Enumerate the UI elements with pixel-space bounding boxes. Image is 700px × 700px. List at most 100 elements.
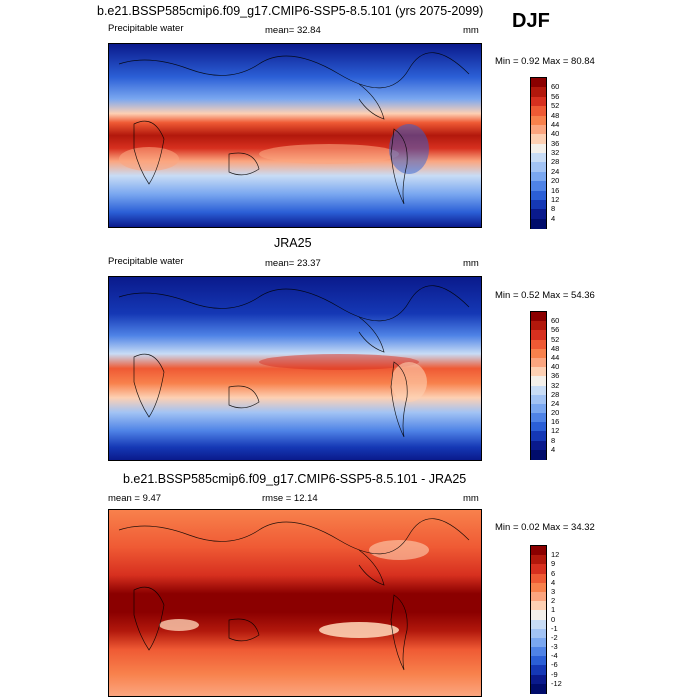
panel2-mean-label: mean= 23.37 (265, 258, 321, 269)
colorbar-swatch (531, 96, 546, 107)
colorbar-swatch (531, 348, 546, 359)
colorbar-swatch (531, 106, 546, 116)
colorbar-swatch (531, 199, 546, 210)
colorbar-swatch (531, 87, 546, 98)
panel3-rmse-label: rmse = 12.14 (262, 493, 318, 504)
colorbar-swatch (531, 413, 546, 423)
colorbar-swatch (531, 591, 546, 602)
colorbar-tick-label: 12 (551, 550, 560, 560)
colorbar-tick-label: -4 (551, 651, 558, 661)
colorbar-tick-label: 1 (551, 605, 556, 615)
panel1-map (108, 43, 482, 228)
colorbar-tick-label: 3 (551, 586, 556, 596)
panel3-title: b.e21.BSSP585cmip6.f09_g17.CMIP6-SSP5-8.… (123, 472, 467, 486)
colorbar-tick-label: 56 (551, 325, 560, 335)
panel1-title: b.e21.BSSP585cmip6.f09_g17.CMIP6-SSP5-8.… (97, 4, 484, 18)
panel1-mean-label: mean= 32.84 (265, 25, 321, 36)
panel2-title: JRA25 (274, 236, 312, 250)
colorbar-tick-label: 20 (551, 176, 560, 186)
colorbar-swatch (531, 573, 546, 584)
colorbar-tick-label: 36 (551, 138, 560, 148)
panel3-colorbar: 12 9 6 4 3 2 1 0 -1 -2 -3 -4 -6 -9 -12 (530, 545, 562, 694)
panel1-variable-label: Precipitable water (108, 23, 184, 34)
panel3-mean-label: mean = 9.47 (108, 493, 162, 504)
panel1-colorbar: 60 56 52 48 44 40 36 32 28 24 20 16 12 8 4 (530, 77, 559, 229)
colorbar-tick-label: 60 (551, 82, 560, 92)
colorbar-tick-label: 0 (551, 614, 556, 624)
colorbar-swatch (531, 564, 546, 575)
colorbar-swatch (531, 601, 546, 611)
colorbar-swatch (531, 422, 546, 432)
colorbar-tick-label: 2 (551, 596, 556, 606)
colorbar-swatch (531, 582, 546, 593)
colorbar-tick-label: 4 (551, 213, 556, 223)
colorbar-tick-label: 56 (551, 91, 560, 101)
colorbar-swatch (531, 376, 546, 386)
colorbar-tick-label: 24 (551, 398, 560, 408)
colorbar-tick-label: 44 (551, 119, 560, 129)
colorbar-swatch (531, 171, 546, 182)
colorbar-tick-label: 44 (551, 352, 560, 362)
colorbar-tick-label: -9 (551, 669, 558, 679)
colorbar-swatch (531, 153, 546, 163)
colorbar-swatch (531, 330, 546, 341)
colorbar-swatch (531, 610, 546, 620)
colorbar-tick-label: -1 (551, 623, 558, 633)
colorbar-swatch (531, 385, 546, 396)
colorbar-tick-label: 28 (551, 157, 560, 167)
panel1-minmax-label: Min = 0.92 Max = 80.84 (495, 56, 595, 67)
colorbar-tick-label: 52 (551, 334, 560, 344)
colorbar-swatch (531, 78, 546, 88)
colorbar-swatch (531, 656, 546, 666)
colorbar-tick-label: 40 (551, 362, 560, 372)
colorbar-swatch (531, 143, 546, 154)
colorbar-tick-label: 48 (551, 110, 560, 120)
panel3-units-label: mm (463, 493, 479, 504)
colorbar-swatch (531, 683, 546, 694)
colorbar-swatch (531, 312, 546, 322)
colorbar-swatch (531, 619, 546, 630)
colorbar-swatch (531, 665, 546, 676)
colorbar-swatch (531, 431, 546, 442)
colorbar-swatch (531, 394, 546, 405)
colorbar-tick-label: 24 (551, 166, 560, 176)
colorbar-swatch (531, 628, 546, 639)
colorbar-swatch (531, 449, 546, 460)
colorbar-tick-label: -2 (551, 632, 558, 642)
colorbar-tick-label: -6 (551, 660, 558, 670)
colorbar-tick-label: 28 (551, 389, 560, 399)
colorbar-swatch (531, 555, 546, 565)
panel1-units-label: mm (463, 25, 479, 36)
colorbar-tick-label: 6 (551, 568, 556, 578)
colorbar-tick-label: 9 (551, 559, 556, 569)
colorbar-tick-label: 32 (551, 148, 560, 157)
panel2-minmax-label: Min = 0.52 Max = 54.36 (495, 290, 595, 301)
colorbar-swatch (531, 134, 546, 145)
colorbar-tick-label: 36 (551, 371, 560, 381)
colorbar-tick-label: 48 (551, 343, 560, 353)
colorbar-tick-label: 4 (551, 444, 556, 454)
colorbar-tick-label: 12 (551, 426, 560, 436)
colorbar-swatch (531, 403, 546, 414)
colorbar-tick-label: 12 (551, 194, 560, 204)
colorbar-tick-label: 8 (551, 435, 556, 445)
colorbar-swatch (531, 647, 546, 657)
colorbar-tick-label: 16 (551, 417, 560, 427)
colorbar-swatch (531, 218, 546, 229)
panel2-variable-label: Precipitable water (108, 256, 184, 267)
season-label: DJF (512, 10, 550, 32)
colorbar-swatch (531, 339, 546, 350)
colorbar-swatch (531, 181, 546, 191)
colorbar-tick-label: 8 (551, 204, 556, 214)
colorbar-swatch (531, 124, 546, 135)
colorbar-tick-label: 16 (551, 185, 560, 195)
colorbar-swatch (531, 162, 546, 173)
colorbar-swatch (531, 357, 546, 368)
panel2-map (108, 276, 482, 461)
colorbar-tick-label: -12 (551, 678, 562, 688)
colorbar-tick-label: 52 (551, 101, 560, 111)
colorbar-swatch (531, 367, 546, 377)
colorbar-tick-label: 32 (551, 380, 560, 390)
colorbar-tick-label: -3 (551, 642, 558, 652)
panel3-map (108, 509, 482, 697)
